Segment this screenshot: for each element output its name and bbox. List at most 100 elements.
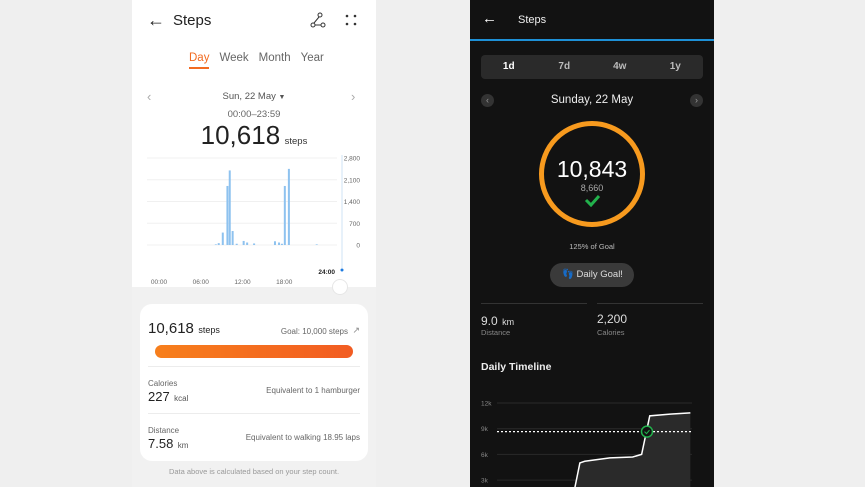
calories-value: 2,200 (597, 312, 628, 326)
bar (235, 243, 238, 245)
distance-equivalent: Equivalent to walking 18.95 laps (245, 433, 360, 442)
date-selector[interactable]: Sun, 22 May ▼ (132, 91, 376, 102)
prev-day-button[interactable]: ‹ (481, 94, 494, 107)
y-tick-label: 2,100 (344, 177, 361, 184)
y-tick-label: 12k (481, 401, 492, 408)
steps-line (574, 412, 691, 487)
footnote: Data above is calculated based on your s… (168, 467, 340, 476)
more-icon[interactable] (344, 13, 358, 27)
bar (278, 242, 281, 245)
calories: 227 kcal (148, 388, 188, 406)
y-tick-label: 700 (349, 221, 360, 228)
cursor-label: 24:00 (318, 269, 335, 276)
distance-label: Distance (148, 426, 180, 435)
distance: 7.58 km (148, 435, 188, 453)
bar (221, 232, 224, 245)
back-arrow-icon[interactable]: ← (482, 10, 497, 27)
distance: 9.0 km (481, 312, 514, 330)
calories-label: Calories (148, 379, 178, 388)
goal-value: 8,660 (580, 183, 604, 193)
steps-value: 10,843 (556, 156, 628, 182)
calories-unit: kcal (174, 394, 189, 403)
goal-check-icon (584, 195, 601, 207)
goal-progress-bar (155, 345, 353, 358)
scrubber-handle[interactable] (332, 279, 348, 295)
header-divider (470, 39, 714, 41)
garmin-steps-screen: ← Steps 1d 7d 4w 1y ‹ › Sunday, 22 May 1… (470, 0, 714, 487)
total-steps: 10,618 steps (132, 120, 376, 151)
daily-goal-badge: 👣 Daily Goal! (550, 263, 634, 287)
huawei-steps-screen: ← Steps Day Week Month Year ‹ › Sun, 22 … (132, 0, 376, 487)
edit-goal-icon[interactable]: ↗ (352, 325, 360, 335)
y-tick-label: 0 (356, 243, 360, 250)
summary-card: 10,618 steps Goal: 10,000 steps ↗ Calori… (140, 304, 368, 461)
goal-label: Goal: 10,000 steps (280, 327, 348, 336)
bar (273, 241, 276, 245)
timeline-title: Daily Timeline (481, 361, 552, 373)
share-route-icon[interactable] (310, 12, 326, 28)
bar (253, 243, 256, 245)
summary-steps: 10,618 steps (148, 320, 220, 338)
bar (214, 244, 217, 245)
divider (148, 413, 360, 414)
period-4w[interactable]: 4w (613, 61, 627, 72)
distance-label: Distance (481, 328, 511, 337)
date-label: Sun, 22 May (222, 91, 276, 102)
footprints-icon: 👣 (562, 269, 574, 280)
tab-month[interactable]: Month (258, 52, 291, 64)
x-tick-label: 00:00 (151, 279, 168, 286)
tab-week[interactable]: Week (219, 52, 249, 64)
steps-goal-ring (539, 121, 645, 227)
check-icon (644, 429, 650, 435)
divider (481, 303, 587, 304)
bar (246, 242, 249, 245)
bar (231, 231, 234, 245)
period-7d[interactable]: 7d (558, 61, 571, 72)
bar (283, 185, 286, 245)
y-tick-label: 6k (481, 452, 489, 459)
goal-progress-fill (155, 345, 353, 358)
badge-label: Daily Goal! (576, 269, 623, 280)
time-range: 00:00–23:59 (227, 109, 281, 120)
calories-equivalent: Equivalent to 1 hamburger (266, 386, 360, 395)
steps-unit: steps (284, 136, 308, 147)
date-label: Sunday, 22 May (550, 94, 634, 106)
y-tick-label: 2,800 (344, 156, 361, 163)
bar (226, 185, 229, 245)
tab-day[interactable]: Day (189, 52, 210, 69)
period-1y[interactable]: 1y (669, 61, 681, 72)
distance-value: 7.58 (148, 436, 174, 451)
bar (217, 243, 220, 245)
calories-label: Calories (597, 328, 625, 337)
area-fill (575, 412, 691, 487)
distance-unit: km (502, 317, 515, 327)
prev-day-icon[interactable]: ‹ (147, 89, 152, 104)
bar (228, 170, 231, 245)
page-title: Steps (518, 14, 547, 26)
back-arrow-icon[interactable]: ← (147, 10, 165, 30)
distance-value: 9.0 (481, 314, 498, 328)
steps-value: 10,618 (200, 120, 281, 150)
x-tick-label: 18:00 (276, 279, 293, 286)
bar (315, 244, 318, 245)
y-tick-label: 1,400 (344, 199, 361, 206)
period-1d[interactable]: 1d (502, 61, 515, 72)
bar (242, 240, 245, 245)
calories-value: 227 (148, 389, 170, 404)
y-tick-label: 9k (481, 426, 489, 433)
top-panel (132, 0, 376, 287)
tab-year[interactable]: Year (300, 52, 324, 64)
x-tick-label: 06:00 (193, 279, 210, 286)
goal-reached-marker (640, 425, 654, 438)
next-day-icon[interactable]: › (351, 89, 356, 104)
page-title: Steps (173, 12, 212, 29)
bar (287, 168, 290, 245)
divider (597, 303, 703, 304)
daily-timeline-chart: 12k 9k 6k 3k (481, 401, 692, 487)
goal-percent: 125% of Goal (569, 242, 615, 251)
bar (280, 243, 283, 245)
next-day-button[interactable]: › (690, 94, 703, 107)
summary-steps-unit: steps (198, 325, 220, 335)
cursor-dot (340, 268, 344, 272)
divider (148, 366, 360, 367)
